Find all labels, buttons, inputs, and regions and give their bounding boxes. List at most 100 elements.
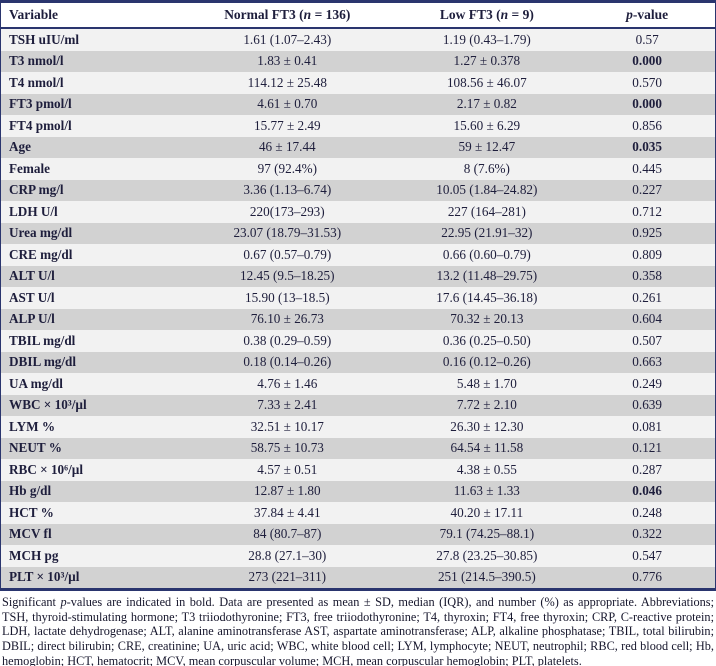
normal-ft3-value: 220(173–293) xyxy=(249,203,325,219)
p-value: 0.507 xyxy=(632,332,662,348)
variable-label: PLT × 10³/µl xyxy=(9,569,80,585)
low-ft3-value: 64.54 ± 11.58 xyxy=(450,440,524,456)
table-row-female: Female 97 (92.4%) 8 (7.6%) 0.445 xyxy=(1,158,715,180)
normal-ft3-value: 58.75 ± 10.73 xyxy=(250,440,324,456)
low-ft3-value: 27.8 (23.25–30.85) xyxy=(436,547,538,563)
table-footnote: Significant p-values are indicated in bo… xyxy=(2,595,714,666)
variable-label: AST U/l xyxy=(9,289,55,305)
variable-label: MCV fl xyxy=(9,526,52,542)
p-value: 0.322 xyxy=(632,526,662,542)
p-value: 0.358 xyxy=(632,268,662,284)
low-ft3-value: 22.95 (21.91–32) xyxy=(441,225,533,241)
col-header-normal-ft3-n: n xyxy=(303,7,312,22)
col-header-normal-ft3-pre: Normal FT3 ( xyxy=(224,7,304,22)
p-value: 0.547 xyxy=(632,547,662,563)
p-value: 0.604 xyxy=(632,311,662,327)
table-row-ldh: LDH U/l 220(173–293) 227 (164–281) 0.712 xyxy=(1,201,715,223)
table-row-neut: NEUT % 58.75 ± 10.73 64.54 ± 11.58 0.121 xyxy=(1,437,715,459)
table-row-alp: ALP U/l 76.10 ± 26.73 70.32 ± 20.13 0.604 xyxy=(1,308,715,330)
table-row-tbil: TBIL mg/dl 0.38 (0.29–0.59) 0.36 (0.25–0.5… xyxy=(1,330,715,352)
variable-label: FT4 pmol/l xyxy=(9,117,72,133)
p-value: 0.570 xyxy=(632,74,662,90)
normal-ft3-value: 37.84 ± 4.41 xyxy=(254,504,321,520)
low-ft3-value: 7.72 ± 2.10 xyxy=(456,397,517,413)
normal-ft3-value: 97 (92.4%) xyxy=(257,160,317,176)
low-ft3-value: 4.38 ± 0.55 xyxy=(456,461,517,477)
col-header-p-italic: p xyxy=(626,7,633,22)
low-ft3-value: 59 ± 12.47 xyxy=(458,139,516,155)
table-row-t4: T4 nmol/l 114.12 ± 25.48 108.56 ± 46.07 0.5… xyxy=(1,72,715,94)
table-row-alt: ALT U/l 12.45 (9.5–18.25) 13.2 (11.48–29.7… xyxy=(1,265,715,287)
p-value: 0.046 xyxy=(632,483,662,499)
p-value: 0.712 xyxy=(632,203,662,219)
col-header-normal-ft3: Normal FT3 (n = 136) xyxy=(180,7,394,23)
low-ft3-value: 108.56 ± 46.07 xyxy=(446,74,527,90)
low-ft3-value: 2.17 ± 0.82 xyxy=(456,96,517,112)
low-ft3-value: 40.20 ± 17.11 xyxy=(450,504,524,520)
col-header-p-post: -value xyxy=(632,7,669,22)
table-row-ft4: FT4 pmol/l 15.77 ± 2.49 15.60 ± 6.29 0.856 xyxy=(1,115,715,137)
variable-label: T3 nmol/l xyxy=(9,53,64,69)
low-ft3-value: 26.30 ± 12.30 xyxy=(450,418,524,434)
footnote-rest: -values are indicated in bold. Data are … xyxy=(2,595,714,666)
variable-label: DBIL mg/dl xyxy=(9,354,77,370)
variable-label: CRP mg/l xyxy=(9,182,64,198)
low-ft3-value: 79.1 (74.25–88.1) xyxy=(439,526,535,542)
normal-ft3-value: 0.67 (0.57–0.79) xyxy=(243,246,332,262)
normal-ft3-value: 0.38 (0.29–0.59) xyxy=(243,332,332,348)
variable-label: HCT % xyxy=(9,504,54,520)
variable-label: TBIL mg/dl xyxy=(9,332,76,348)
col-header-low-ft3-post: = 9) xyxy=(508,7,534,22)
p-value: 0.000 xyxy=(632,96,662,112)
low-ft3-value: 70.32 ± 20.13 xyxy=(450,311,524,327)
variable-label: Urea mg/dl xyxy=(9,225,73,241)
low-ft3-value: 227 (164–281) xyxy=(447,203,526,219)
col-header-p-value: p-value xyxy=(579,7,715,23)
variable-label: LYM % xyxy=(9,418,56,434)
p-value: 0.856 xyxy=(632,117,662,133)
table-row-ast: AST U/l 15.90 (13–18.5) 17.6 (14.45–36.18)… xyxy=(1,287,715,309)
table-row-wbc: WBC × 10³/µl 7.33 ± 2.41 7.72 ± 2.10 0.639 xyxy=(1,394,715,416)
variable-label: T4 nmol/l xyxy=(9,74,64,90)
p-value: 0.57 xyxy=(635,31,659,47)
normal-ft3-value: 46 ± 17.44 xyxy=(258,139,316,155)
normal-ft3-value: 4.57 ± 0.51 xyxy=(257,461,318,477)
table-row-tsh: TSH uIU/ml 1.61 (1.07–2.43) 1.19 (0.43–1.7… xyxy=(1,29,715,51)
table-row-ft3: FT3 pmol/l 4.61 ± 0.70 2.17 ± 0.82 0.000 xyxy=(1,93,715,115)
p-value: 0.776 xyxy=(632,569,662,585)
table-row-mch: MCH pg 28.8 (27.1–30) 27.8 (23.25–30.85) 0.… xyxy=(1,545,715,567)
normal-ft3-value: 76.10 ± 26.73 xyxy=(250,311,324,327)
variable-label: NEUT % xyxy=(9,440,62,456)
variable-label: WBC × 10³/µl xyxy=(9,397,87,413)
normal-ft3-value: 114.12 ± 25.48 xyxy=(247,74,327,90)
table-row-lym: LYM % 32.51 ± 10.17 26.30 ± 12.30 0.081 xyxy=(1,416,715,438)
col-header-normal-ft3-post: = 136) xyxy=(311,7,351,22)
variable-label: ALT U/l xyxy=(9,268,55,284)
p-value: 0.663 xyxy=(632,354,662,370)
table-row-cre: CRE mg/dl 0.67 (0.57–0.79) 0.66 (0.60–0.79… xyxy=(1,244,715,266)
normal-ft3-value: 273 (221–311) xyxy=(248,569,327,585)
variable-label: TSH uIU/ml xyxy=(9,31,79,47)
low-ft3-value: 0.36 (0.25–0.50) xyxy=(442,332,531,348)
p-value: 0.925 xyxy=(632,225,662,241)
normal-ft3-value: 1.61 (1.07–2.43) xyxy=(243,31,332,47)
normal-ft3-value: 32.51 ± 10.17 xyxy=(250,418,324,434)
p-value: 0.287 xyxy=(632,461,662,477)
table-row-age: Age 46 ± 17.44 59 ± 12.47 0.035 xyxy=(1,136,715,158)
variable-label: UA mg/dl xyxy=(9,375,63,391)
p-value: 0.000 xyxy=(632,53,662,69)
col-header-low-ft3-n: n xyxy=(500,7,509,22)
normal-ft3-value: 12.45 (9.5–18.25) xyxy=(240,268,335,284)
low-ft3-value: 15.60 ± 6.29 xyxy=(453,117,521,133)
low-ft3-value: 0.16 (0.12–0.26) xyxy=(442,354,531,370)
low-ft3-value: 1.27 ± 0.378 xyxy=(453,53,521,69)
p-value: 0.249 xyxy=(632,375,662,391)
low-ft3-value: 0.66 (0.60–0.79) xyxy=(442,246,531,262)
normal-ft3-value: 7.33 ± 2.41 xyxy=(257,397,318,413)
col-header-low-ft3: Low FT3 (n = 9) xyxy=(394,7,579,23)
table-header-row: Variable Normal FT3 (n = 136) Low FT3 (n… xyxy=(1,3,715,29)
p-value: 0.639 xyxy=(632,397,662,413)
table-row-dbil: DBIL mg/dl 0.18 (0.14–0.26) 0.16 (0.12–0.2… xyxy=(1,351,715,373)
normal-ft3-value: 15.90 (13–18.5) xyxy=(244,289,330,305)
